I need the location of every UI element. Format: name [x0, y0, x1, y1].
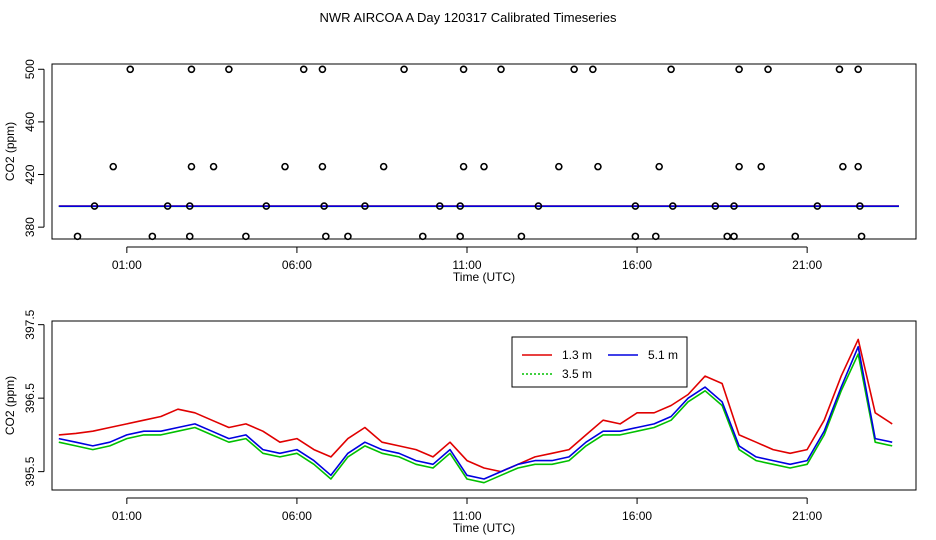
data-point [187, 65, 196, 74]
series-line-51 [58, 345, 893, 480]
x-axis-title: Time (UTC) [453, 270, 515, 284]
x-tick-label: 16:00 [622, 509, 652, 523]
y-tick-label: 396.5 [23, 383, 37, 413]
data-point [835, 65, 844, 74]
data-point [854, 162, 862, 171]
data-point [318, 162, 327, 171]
x-axis-title: Time (UTC) [453, 521, 515, 535]
data-point [667, 65, 675, 74]
data-point [791, 232, 800, 241]
data-point [459, 65, 468, 74]
panel-top: 01:00 06:00 11:00 16:00 21:00 Time (UTC) 380 42… [3, 59, 917, 284]
data-point [839, 162, 847, 171]
y-tick-label: 500 [23, 59, 37, 79]
legend: 1.3 m 5.1 m 3.5 m [511, 336, 688, 388]
y-axis-title: CO2 (ppm) [3, 376, 17, 435]
legend-box [511, 336, 688, 388]
y-axis-title: CO2 (ppm) [3, 122, 17, 181]
data-point [322, 232, 330, 241]
data-point [73, 232, 82, 241]
data-point [185, 202, 194, 210]
data-point [480, 162, 488, 171]
data-point [534, 202, 543, 210]
data-point [730, 202, 738, 210]
data-point [242, 232, 250, 241]
y-tick-label: 397.5 [23, 309, 37, 339]
data-point [456, 232, 464, 241]
plot-frame [51, 63, 917, 240]
x-tick-label: 01:00 [112, 509, 142, 523]
data-point [723, 232, 732, 241]
data-point [148, 232, 157, 241]
data-point [126, 65, 135, 74]
data-point [400, 65, 408, 74]
data-point [735, 65, 743, 74]
x-tick-label: 21:00 [792, 258, 822, 272]
figure-title: NWR AIRCOA A Day 120317 Calibrated Times… [320, 10, 617, 25]
data-point [456, 202, 464, 210]
data-point [379, 162, 388, 171]
data-point [589, 65, 597, 74]
data-point [459, 162, 468, 171]
data-point [757, 162, 766, 171]
data-point [344, 232, 352, 241]
data-point [570, 65, 578, 74]
x-tick-label: 21:00 [792, 509, 822, 523]
data-point [435, 202, 444, 210]
data-point [497, 65, 505, 74]
data-point [318, 65, 327, 74]
data-point [651, 232, 660, 241]
series-line-13 [58, 338, 893, 473]
data-point [418, 232, 427, 241]
data-point [361, 202, 369, 210]
data-point [320, 202, 328, 210]
x-tick-label: 06:00 [282, 258, 312, 272]
series-line-35 [58, 353, 893, 484]
data-point [185, 232, 194, 241]
data-point [730, 232, 738, 241]
data-point [517, 232, 526, 241]
data-point [764, 65, 772, 74]
data-point [735, 162, 743, 171]
data-point [631, 202, 640, 210]
data-point [225, 65, 233, 74]
x-tick-label: 01:00 [112, 258, 142, 272]
x-tick-label: 11:00 [452, 258, 481, 272]
legend-label: 3.5 m [562, 367, 592, 381]
data-point [109, 162, 118, 171]
data-point [187, 162, 196, 171]
data-point [299, 65, 308, 74]
data-point [854, 65, 862, 74]
data-point [262, 202, 271, 210]
panel-bottom: 01:00 06:00 11:00 16:00 21:00 Time (UTC) 395.5… [3, 309, 917, 535]
y-tick-label: 380 [23, 217, 37, 237]
x-tick-label: 16:00 [622, 258, 652, 272]
data-point [813, 202, 822, 210]
data-point [711, 202, 720, 210]
data-point [594, 162, 602, 171]
data-point [631, 232, 640, 241]
x-tick-label: 11:00 [452, 509, 481, 523]
data-point [857, 232, 866, 241]
plot-frame [51, 320, 917, 491]
x-tick-label: 06:00 [282, 509, 312, 523]
data-point [655, 162, 663, 171]
data-point [90, 202, 99, 210]
y-tick-label: 395.5 [23, 456, 37, 486]
y-tick-label: 420 [23, 164, 37, 184]
data-point [856, 202, 864, 210]
data-point [281, 162, 289, 171]
y-tick-label: 460 [23, 112, 37, 132]
data-point [555, 162, 563, 171]
data-point [163, 202, 172, 210]
data-point [209, 162, 218, 171]
legend-label: 1.3 m [562, 348, 592, 362]
legend-label: 5.1 m [648, 348, 678, 362]
data-point [668, 202, 677, 210]
